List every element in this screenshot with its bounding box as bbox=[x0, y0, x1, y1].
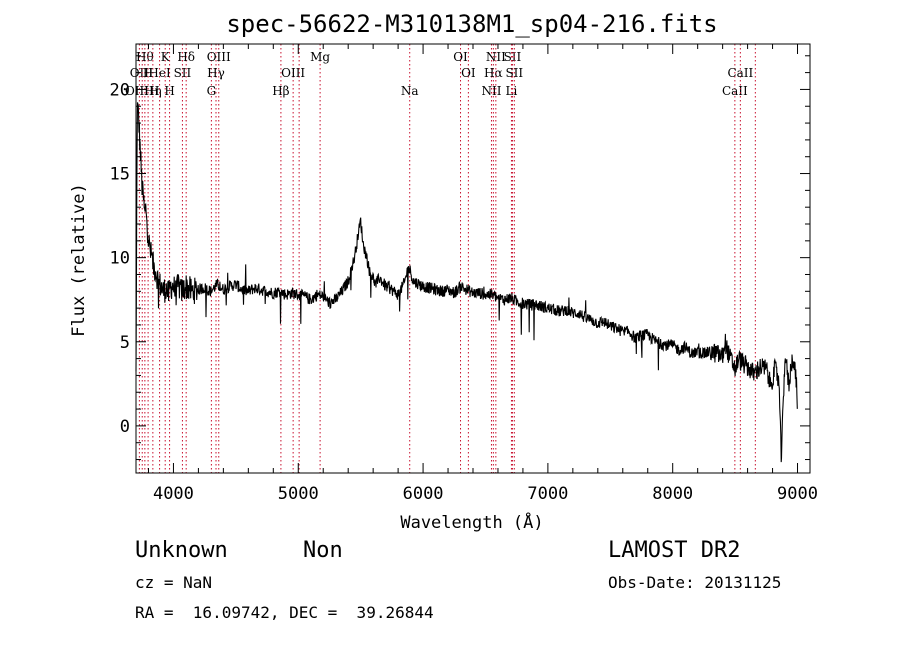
x-tick-label: 5000 bbox=[278, 484, 319, 504]
line-marker-label: OI bbox=[461, 66, 476, 80]
line-marker-label: G bbox=[207, 84, 217, 98]
chart-title: spec-56622-M310138M1_sp04-216.fits bbox=[226, 10, 717, 38]
line-marker-label: Hα bbox=[484, 66, 503, 80]
line-marker-label: HeI bbox=[148, 66, 171, 80]
line-marker-label: OI bbox=[453, 50, 468, 64]
observation-date: Obs-Date: 20131125 bbox=[608, 573, 782, 592]
y-axis-label: Flux (relative) bbox=[69, 183, 89, 337]
x-tick-label: 6000 bbox=[403, 484, 444, 504]
line-marker-label: SII bbox=[504, 50, 522, 64]
y-tick-label: 15 bbox=[110, 165, 130, 185]
line-marker-label: Hη bbox=[144, 84, 162, 98]
line-marker-label: SII bbox=[505, 66, 523, 80]
line-marker-label: H bbox=[164, 84, 174, 98]
object-subclass: Non bbox=[303, 538, 343, 563]
line-marker-label: Hδ bbox=[177, 50, 195, 64]
line-marker-label: CaII bbox=[722, 84, 748, 98]
line-marker-label: H bbox=[143, 66, 153, 80]
x-tick-label: 4000 bbox=[153, 484, 194, 504]
line-marker-label: Na bbox=[401, 84, 419, 98]
y-tick-label: 0 bbox=[120, 417, 130, 437]
y-tick-label: 5 bbox=[120, 333, 130, 353]
line-marker-label: NII bbox=[486, 50, 506, 64]
spectrum-series-line bbox=[135, 102, 798, 463]
line-marker-label: OIII bbox=[207, 50, 231, 64]
x-tick-label: 8000 bbox=[652, 484, 693, 504]
x-axis-label: Wavelength (Å) bbox=[400, 511, 543, 533]
line-markers: OIIOIIIHHθHHηHeIKHSIIHδGHγOIIIHβOIIIMgNa… bbox=[125, 44, 756, 473]
line-marker-label: Mg bbox=[310, 50, 330, 64]
axis-ticks: 4000 5000 6000 7000 8000 9000 0 5 10 15 20 bbox=[110, 44, 818, 504]
line-marker-label: Hγ bbox=[207, 66, 225, 80]
y-tick-label: 10 bbox=[110, 249, 130, 269]
line-marker-label: SII bbox=[174, 66, 192, 80]
line-marker-label: OIII bbox=[281, 66, 305, 80]
y-tick-label: 20 bbox=[110, 80, 130, 100]
line-marker-label: Hθ bbox=[136, 50, 154, 64]
line-marker-label: Li bbox=[506, 84, 518, 98]
line-marker-label: Hβ bbox=[272, 84, 289, 98]
plot-frame bbox=[135, 43, 811, 474]
x-tick-label: 7000 bbox=[527, 484, 568, 504]
line-marker-label: OIIIH bbox=[125, 84, 160, 98]
object-class: Unknown bbox=[135, 538, 228, 563]
line-marker-label: K bbox=[161, 50, 171, 64]
line-marker-label: NII bbox=[481, 84, 501, 98]
survey-name: LAMOST DR2 bbox=[608, 538, 741, 563]
redshift-cz: cz = NaN bbox=[135, 573, 213, 592]
line-marker-label: CaII bbox=[727, 66, 753, 80]
coordinates: RA = 16.09742, DEC = 39.26844 bbox=[135, 603, 434, 622]
x-tick-label: 9000 bbox=[777, 484, 818, 504]
